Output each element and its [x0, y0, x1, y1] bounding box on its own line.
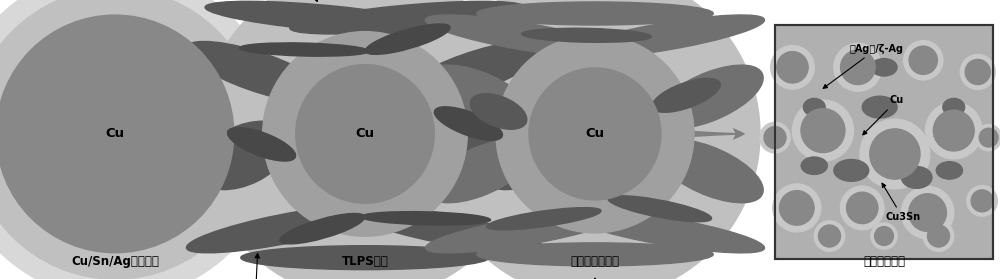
Ellipse shape: [943, 98, 965, 116]
Text: Cu: Cu: [585, 128, 605, 140]
Text: Cu: Cu: [355, 128, 375, 140]
Ellipse shape: [0, 0, 280, 279]
Ellipse shape: [933, 110, 974, 151]
Ellipse shape: [656, 65, 763, 128]
Ellipse shape: [487, 208, 601, 230]
Ellipse shape: [971, 190, 993, 212]
Ellipse shape: [909, 194, 946, 232]
Ellipse shape: [928, 225, 949, 247]
Text: 等温合金化之后: 等温合金化之后: [570, 255, 620, 268]
Text: Cu3Sn: Cu3Sn: [882, 183, 920, 222]
Ellipse shape: [240, 43, 369, 56]
Ellipse shape: [296, 65, 434, 203]
Ellipse shape: [771, 45, 814, 89]
Ellipse shape: [567, 15, 765, 58]
Ellipse shape: [477, 2, 713, 25]
Ellipse shape: [801, 157, 827, 174]
Ellipse shape: [280, 213, 365, 244]
Ellipse shape: [0, 0, 260, 279]
Ellipse shape: [427, 140, 534, 203]
Ellipse shape: [400, 42, 545, 103]
Ellipse shape: [862, 96, 897, 118]
Ellipse shape: [773, 184, 821, 232]
Bar: [775, 25, 993, 259]
Ellipse shape: [923, 221, 954, 251]
Ellipse shape: [185, 42, 330, 103]
Ellipse shape: [427, 65, 534, 128]
Ellipse shape: [470, 94, 527, 129]
Ellipse shape: [764, 127, 786, 149]
Ellipse shape: [200, 0, 530, 279]
Ellipse shape: [529, 68, 661, 200]
Ellipse shape: [860, 119, 930, 189]
Ellipse shape: [656, 140, 763, 203]
Ellipse shape: [871, 223, 897, 249]
Text: 三维网络接头: 三维网络接头: [863, 255, 905, 268]
Bar: [775, 25, 993, 259]
Ellipse shape: [841, 50, 875, 85]
Ellipse shape: [496, 35, 694, 233]
Ellipse shape: [965, 59, 990, 85]
Ellipse shape: [875, 227, 893, 246]
Ellipse shape: [186, 205, 385, 253]
Ellipse shape: [652, 78, 720, 112]
Ellipse shape: [205, 1, 440, 34]
Ellipse shape: [904, 41, 943, 80]
Text: Ag3Sn: Ag3Sn: [260, 0, 318, 1]
Ellipse shape: [901, 186, 954, 239]
Ellipse shape: [871, 59, 897, 76]
Text: Cu: Cu: [105, 128, 125, 140]
Text: （Ag）/ζ-Ag: （Ag）/ζ-Ag: [0, 278, 1, 279]
Ellipse shape: [847, 192, 878, 223]
Ellipse shape: [430, 0, 760, 279]
Ellipse shape: [290, 1, 525, 34]
Ellipse shape: [760, 122, 790, 153]
Ellipse shape: [803, 98, 825, 116]
Text: Cu3Sn: Cu3Sn: [576, 278, 614, 279]
Ellipse shape: [925, 102, 982, 159]
Ellipse shape: [936, 162, 962, 179]
Ellipse shape: [0, 15, 234, 253]
Text: TLPS过程: TLPS过程: [342, 255, 388, 268]
Ellipse shape: [967, 186, 997, 216]
Ellipse shape: [434, 107, 502, 140]
Ellipse shape: [425, 210, 623, 253]
Ellipse shape: [834, 160, 869, 181]
Ellipse shape: [834, 43, 882, 91]
Ellipse shape: [976, 124, 1000, 151]
Ellipse shape: [365, 24, 450, 54]
Text: Ag: Ag: [245, 253, 261, 279]
Ellipse shape: [425, 15, 623, 58]
Ellipse shape: [345, 205, 544, 253]
Ellipse shape: [979, 128, 998, 147]
Ellipse shape: [522, 28, 651, 42]
Ellipse shape: [477, 243, 713, 266]
Ellipse shape: [801, 109, 845, 153]
Ellipse shape: [777, 52, 808, 83]
Ellipse shape: [780, 191, 814, 225]
Ellipse shape: [263, 32, 467, 236]
Ellipse shape: [901, 167, 932, 188]
Text: Cu: Cu: [863, 95, 904, 135]
Ellipse shape: [819, 225, 840, 247]
Ellipse shape: [361, 212, 490, 225]
Ellipse shape: [608, 196, 712, 222]
Ellipse shape: [439, 121, 534, 190]
Ellipse shape: [814, 221, 845, 251]
Ellipse shape: [909, 46, 937, 74]
Ellipse shape: [241, 246, 489, 270]
Ellipse shape: [228, 128, 296, 161]
Ellipse shape: [792, 100, 853, 161]
Ellipse shape: [196, 121, 291, 190]
Text: Cu6Sn5: Cu6Sn5: [0, 278, 1, 279]
Text: （Ag）/ζ-Ag: （Ag）/ζ-Ag: [823, 44, 904, 88]
Ellipse shape: [870, 129, 920, 179]
Text: Cu/Sn/Ag复合粉末: Cu/Sn/Ag复合粉末: [71, 255, 159, 268]
Ellipse shape: [840, 186, 884, 230]
Ellipse shape: [960, 54, 995, 90]
Ellipse shape: [567, 210, 765, 253]
